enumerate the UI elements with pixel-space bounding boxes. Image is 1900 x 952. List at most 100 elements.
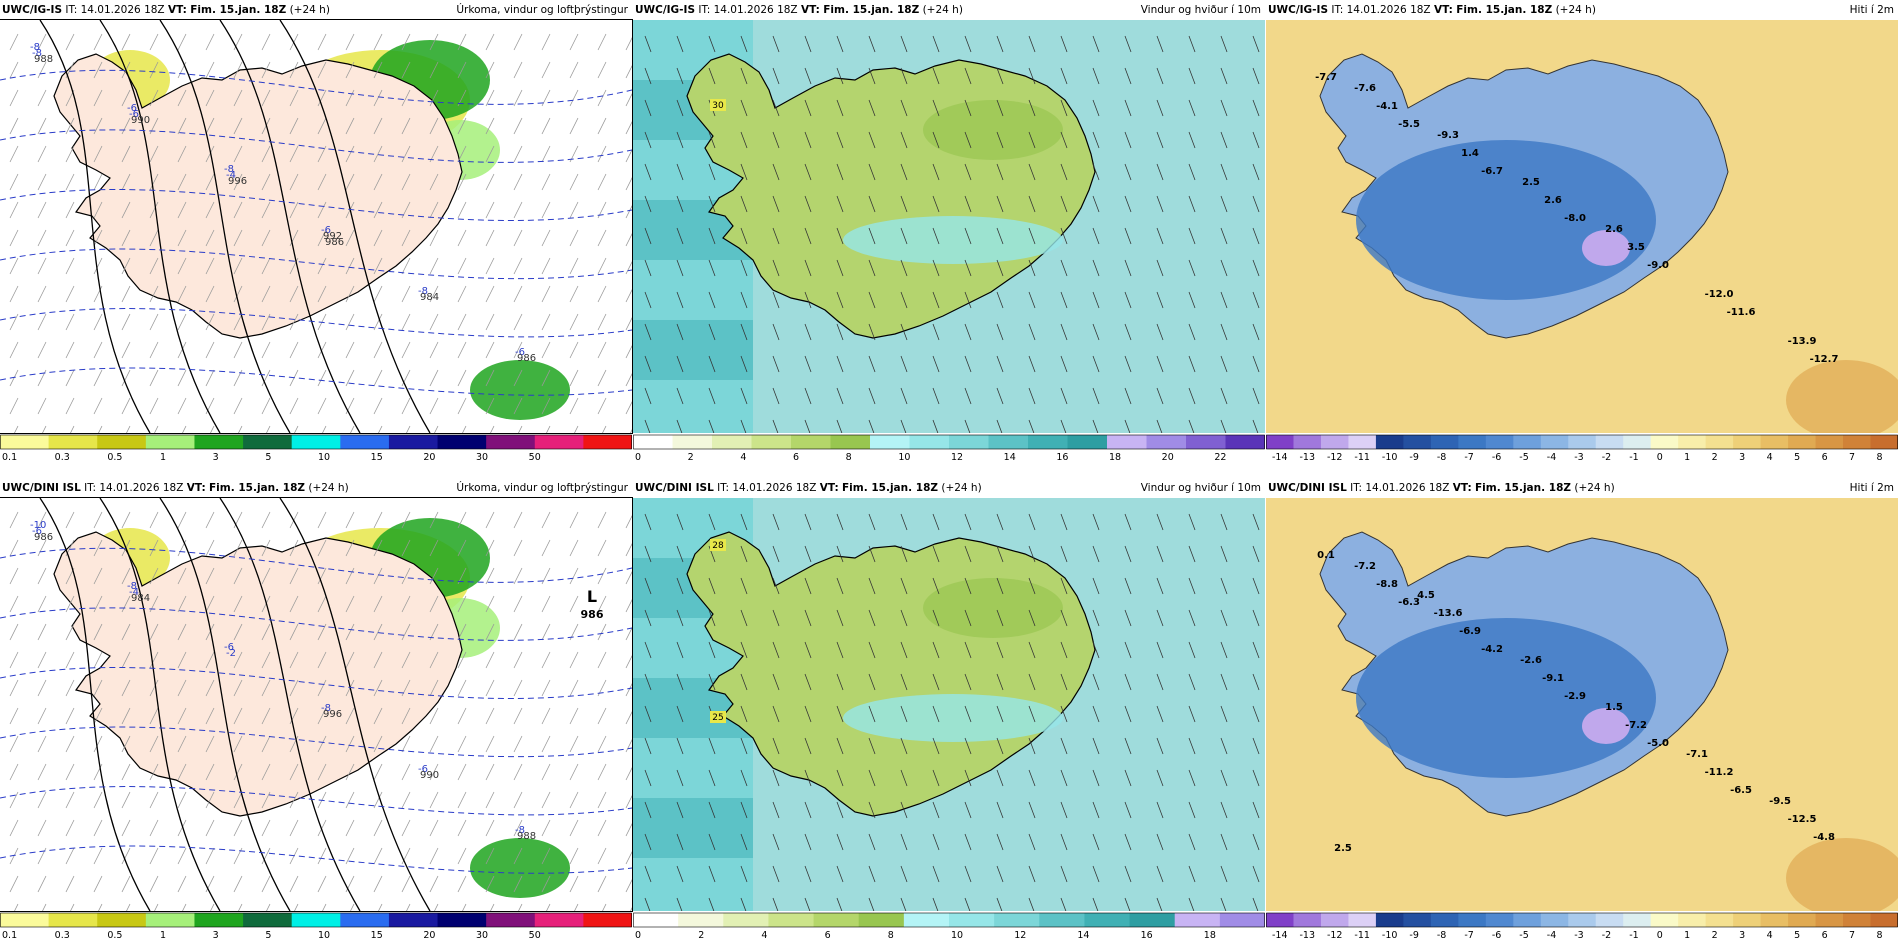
wind-barb (205, 369, 215, 387)
contour-label: 986 (34, 532, 53, 543)
wind-arrow (1028, 291, 1036, 309)
wind-arrow (1092, 673, 1100, 691)
wind-barb (177, 763, 187, 781)
wind-arrow (868, 641, 876, 659)
colorbar-tick-label: 3 (1739, 452, 1745, 463)
colorbar-swatch (949, 913, 995, 927)
wind-arrow (1252, 35, 1260, 53)
wind-barb (401, 173, 411, 191)
wind-barb (65, 707, 75, 725)
wind-arrow (1156, 641, 1164, 659)
wind-arrow (740, 323, 748, 341)
wind-arrow (1092, 291, 1100, 309)
wind-barb (513, 595, 523, 613)
wind-arrow (644, 291, 652, 309)
wind-arrow (1188, 163, 1196, 181)
wind-arrow (1252, 99, 1260, 117)
colorbar-tick-label: 10 (318, 452, 330, 463)
wind-barb (37, 89, 47, 107)
wind-arrow (900, 387, 908, 405)
wind-barb (210, 903, 215, 911)
wind-barb (42, 903, 47, 911)
wind-barb (513, 89, 523, 107)
wind-barb (205, 89, 215, 107)
wind-arrow (1220, 737, 1228, 755)
wind-barb (429, 847, 439, 865)
temperature-value: -7.2 (1625, 720, 1647, 731)
wind-arrow (1188, 609, 1196, 627)
colorbar-tick-label: 15 (371, 930, 383, 941)
wind-arrow (708, 513, 716, 531)
wind-barb (126, 903, 131, 911)
wind-barb (177, 651, 187, 669)
wind-barb (625, 93, 632, 107)
wind-arrow (1220, 67, 1228, 85)
wind-barb (9, 735, 19, 753)
wind-barb (541, 819, 551, 837)
colorbar-swatch (145, 435, 195, 449)
wind-barb (457, 791, 467, 809)
colorbar-tick-label: 1 (1684, 930, 1690, 941)
colorbar-swatch (340, 913, 390, 927)
wind-barb (37, 285, 47, 303)
isotherm (0, 367, 632, 396)
wind-arrow (1252, 865, 1260, 883)
wind-barb (597, 61, 607, 79)
wind-arrow (740, 513, 748, 531)
wind-barb (205, 173, 215, 191)
wind-barb (317, 679, 327, 697)
wind-barb (401, 623, 411, 641)
colorbar-swatch (1403, 913, 1432, 927)
wind-barb (485, 173, 495, 191)
isobar (279, 20, 431, 433)
wind-barb (569, 595, 579, 613)
wind-barb (597, 651, 607, 669)
wind-arrow (1028, 513, 1036, 531)
wind-barb (485, 117, 495, 135)
wind-arrow (868, 131, 876, 149)
wind-barb (233, 397, 243, 415)
wind-arrow (708, 67, 716, 85)
wind-barb (289, 313, 299, 331)
wind-barb (625, 711, 632, 725)
wind-arrow (1252, 419, 1259, 433)
wind-arrow (932, 545, 940, 563)
wind-arrow (900, 35, 908, 53)
panel-title: Vindur og hviður í 10m (1140, 4, 1261, 16)
wind-arrow (900, 195, 908, 213)
wind-barb (485, 567, 495, 585)
wind-barb (37, 707, 47, 725)
wind-arrow (964, 641, 972, 659)
wind-arrow (868, 609, 876, 627)
wind-arrow (836, 673, 844, 691)
wind-barb (9, 763, 19, 781)
colorbar-frame (0, 912, 632, 928)
wind-arrow (1092, 833, 1100, 851)
wind-arrow (708, 737, 716, 755)
wind-barb (121, 89, 131, 107)
wind-arrow (868, 419, 875, 433)
wind-barb (65, 285, 75, 303)
low-pressure-letter: L (587, 587, 597, 606)
wind-barb (546, 425, 551, 433)
wind-arrow (1188, 737, 1196, 755)
wind-barb (233, 567, 243, 585)
wind-barb (149, 679, 159, 697)
colorbar-swatch (1084, 913, 1131, 927)
wind-barb (625, 121, 632, 135)
colorbar-tick-label: 10 (898, 452, 910, 463)
wind-arrow (1156, 131, 1164, 149)
wind-arrow (804, 705, 812, 723)
wind-arrow (804, 897, 811, 911)
temperature-value: 0.1 (1317, 550, 1335, 561)
wind-barb (9, 679, 19, 697)
wind-barb (401, 341, 411, 359)
wind-arrow (1124, 641, 1132, 659)
precip-map: -8 -6 -8 -6 -8 -6 -8 -6 -4 992 984 986 988 990 996 986 (0, 19, 633, 434)
wind-arrow (932, 323, 940, 341)
wind-barb (9, 117, 19, 135)
wind-arrow (900, 801, 908, 819)
vt-label: VT: (1452, 482, 1472, 494)
contour-label: 988 (34, 54, 53, 65)
wind-barb (513, 763, 523, 781)
